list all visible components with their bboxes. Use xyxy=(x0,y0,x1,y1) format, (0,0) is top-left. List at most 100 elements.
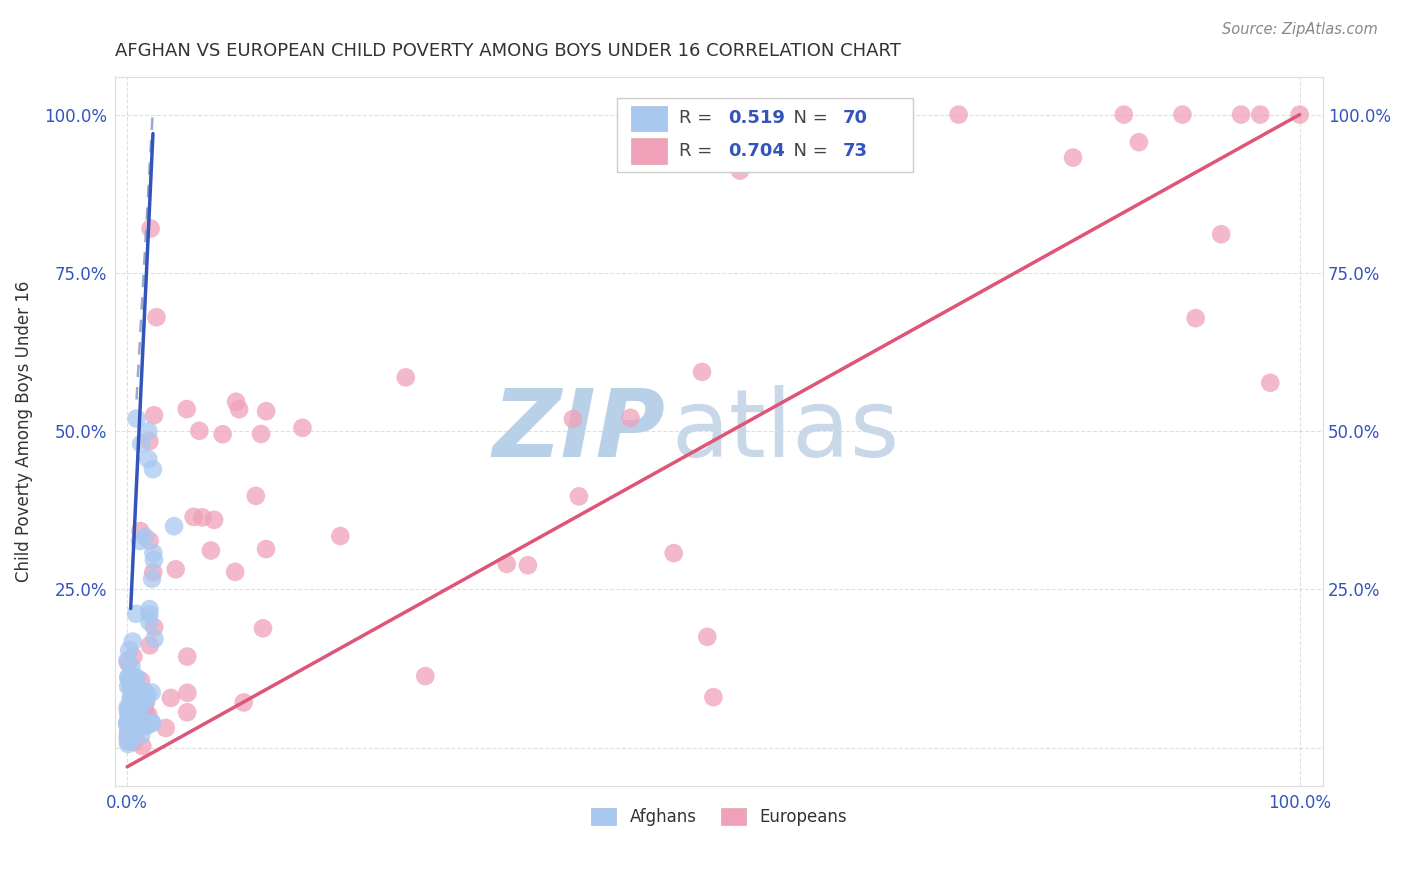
Point xyxy=(413,669,436,683)
Point xyxy=(291,421,314,435)
Point xyxy=(120,673,142,687)
Point xyxy=(120,714,142,728)
Point xyxy=(619,410,641,425)
Point xyxy=(121,686,143,700)
Point xyxy=(136,452,159,467)
Point xyxy=(139,221,162,235)
Point xyxy=(143,632,166,646)
Point xyxy=(129,534,152,549)
Point xyxy=(117,717,139,731)
FancyBboxPatch shape xyxy=(631,138,668,164)
Point xyxy=(176,706,198,720)
Point xyxy=(117,680,139,694)
Point xyxy=(128,714,150,728)
Point xyxy=(122,735,145,749)
Point xyxy=(141,685,163,699)
Point xyxy=(138,708,160,723)
Point xyxy=(136,424,159,438)
Point xyxy=(224,565,246,579)
Point xyxy=(124,670,146,684)
Text: R =: R = xyxy=(679,110,718,128)
Point xyxy=(165,562,187,576)
Point xyxy=(138,602,160,616)
Point xyxy=(134,684,156,698)
Point xyxy=(135,706,157,720)
Point xyxy=(117,728,139,742)
Point xyxy=(250,427,273,442)
FancyBboxPatch shape xyxy=(631,105,668,131)
Point xyxy=(124,721,146,735)
Point xyxy=(1112,107,1135,121)
Point xyxy=(495,557,517,571)
Point xyxy=(117,656,139,670)
Point xyxy=(118,643,141,657)
Point xyxy=(122,679,145,693)
Point xyxy=(702,690,724,705)
Point xyxy=(117,715,139,730)
Point xyxy=(138,607,160,622)
Point xyxy=(125,687,148,701)
Point xyxy=(690,365,713,379)
Point xyxy=(120,729,142,743)
Point xyxy=(225,394,247,409)
Point xyxy=(125,671,148,685)
Point xyxy=(145,310,167,325)
Text: 0.519: 0.519 xyxy=(728,110,785,128)
Point xyxy=(117,722,139,736)
Point xyxy=(141,572,163,586)
Point xyxy=(118,722,141,736)
Point xyxy=(1062,151,1084,165)
Text: ZIP: ZIP xyxy=(492,385,665,477)
Point xyxy=(176,686,198,700)
Point xyxy=(118,700,141,714)
Point xyxy=(139,638,162,652)
Point xyxy=(245,489,267,503)
Point xyxy=(1128,135,1150,149)
Point xyxy=(118,712,141,726)
Point xyxy=(131,697,153,711)
Point xyxy=(138,615,160,629)
Point xyxy=(121,677,143,691)
Point xyxy=(163,519,186,533)
Y-axis label: Child Poverty Among Boys Under 16: Child Poverty Among Boys Under 16 xyxy=(15,280,32,582)
Point xyxy=(117,670,139,684)
Point xyxy=(129,728,152,742)
Point xyxy=(136,688,159,702)
Point xyxy=(129,673,152,688)
Point xyxy=(176,402,198,417)
Point xyxy=(117,737,139,751)
Point xyxy=(728,163,751,178)
Point xyxy=(128,713,150,727)
Point xyxy=(121,660,143,674)
Point xyxy=(252,621,274,635)
Point xyxy=(1230,107,1253,121)
Point xyxy=(562,412,585,426)
Point xyxy=(118,707,141,722)
Point xyxy=(117,700,139,714)
Point xyxy=(136,719,159,733)
Point xyxy=(183,509,205,524)
Point xyxy=(122,672,145,686)
Point xyxy=(125,721,148,735)
Point xyxy=(134,695,156,709)
Point xyxy=(117,714,139,729)
Point xyxy=(141,715,163,730)
Point xyxy=(516,558,538,573)
Point xyxy=(202,513,225,527)
Point xyxy=(134,700,156,714)
Point xyxy=(118,715,141,730)
Point xyxy=(142,553,165,567)
Point xyxy=(118,714,141,728)
Point xyxy=(118,706,141,721)
Point xyxy=(188,424,211,438)
Point xyxy=(1171,107,1194,121)
Point xyxy=(254,404,277,418)
Point xyxy=(129,524,152,538)
Point xyxy=(117,715,139,730)
Point xyxy=(117,734,139,748)
Legend: Afghans, Europeans: Afghans, Europeans xyxy=(583,799,856,834)
Point xyxy=(211,427,233,442)
Point xyxy=(127,708,149,723)
Point xyxy=(121,634,143,648)
Point xyxy=(1258,376,1281,390)
